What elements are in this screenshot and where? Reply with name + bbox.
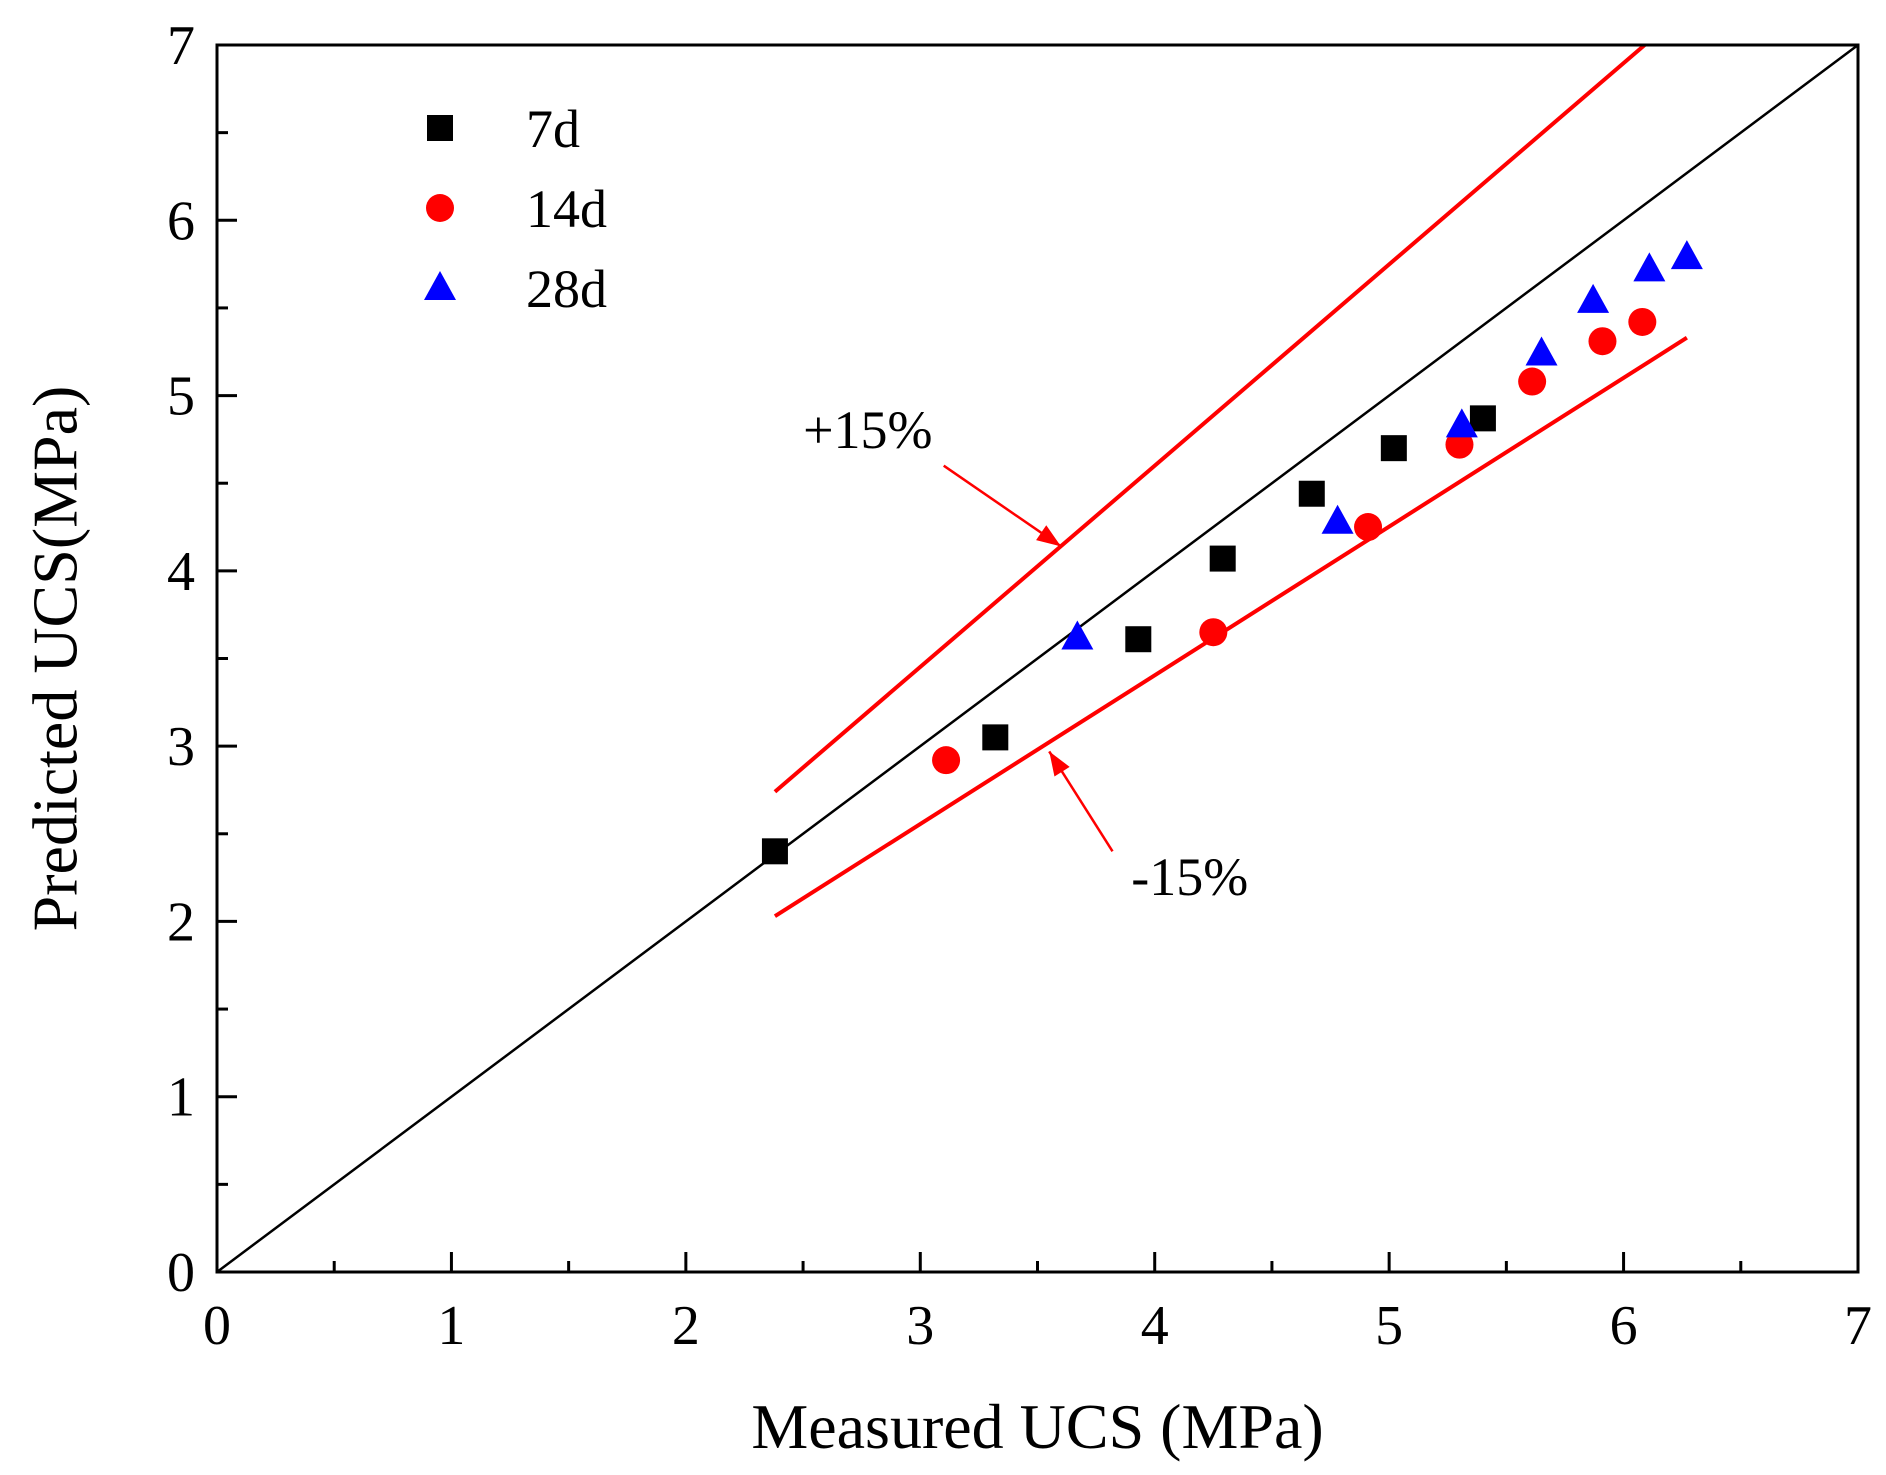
y-tick-label: 4 <box>167 541 195 603</box>
reference-line <box>773 43 1646 794</box>
reference-line <box>773 336 1688 918</box>
annotation-label: -15% <box>1131 847 1248 907</box>
reference-line <box>216 43 1859 1274</box>
data-point-14d <box>1518 367 1547 396</box>
data-point-7d <box>982 724 1009 751</box>
legend-marker-28d <box>424 271 456 300</box>
data-point-14d <box>1354 513 1383 542</box>
y-tick-label: 7 <box>167 15 195 77</box>
annotation-arrowhead <box>1049 751 1070 777</box>
x-tick-label: 6 <box>1610 1295 1638 1357</box>
x-tick-label: 3 <box>906 1295 934 1357</box>
y-tick-label: 1 <box>167 1067 195 1129</box>
data-point-14d <box>1588 327 1617 356</box>
legend-marker-7d <box>427 115 453 141</box>
reference-lines <box>216 43 1859 1274</box>
data-point-7d <box>1469 405 1496 432</box>
data-point-28d <box>1525 336 1558 366</box>
x-tick-label: 7 <box>1844 1295 1872 1357</box>
legend-label: 7d <box>526 99 580 159</box>
data-point-7d <box>1298 480 1325 507</box>
x-tick-label: 4 <box>1141 1295 1169 1357</box>
x-tick-label: 1 <box>437 1295 465 1357</box>
data-point-28d <box>1633 252 1666 282</box>
legend-marker-14d <box>426 194 454 222</box>
x-axis-title: Measured UCS (MPa) <box>751 1391 1323 1462</box>
y-tick-label: 5 <box>167 366 195 428</box>
data-point-7d <box>1209 545 1236 572</box>
data-point-28d <box>1321 504 1354 534</box>
x-tick-label: 2 <box>672 1295 700 1357</box>
data-point-7d <box>1380 435 1407 462</box>
annotation-label: +15% <box>803 400 932 460</box>
y-tick-label: 0 <box>167 1242 195 1304</box>
y-tick-label: 6 <box>167 190 195 252</box>
y-axis-title: Predicted UCS(MPa) <box>20 386 91 932</box>
ticks: 0 1 2 3 4 5 6 7 0 1 2 3 4 5 6 7 <box>167 15 1872 1357</box>
data-point-14d <box>1199 618 1228 647</box>
annotations: +15% -15% <box>803 400 1248 907</box>
x-tick-label: 0 <box>203 1295 231 1357</box>
data-point-7d <box>761 838 788 865</box>
data-point-28d <box>1670 240 1703 270</box>
y-tick-label: 2 <box>167 891 195 953</box>
data-point-28d <box>1577 283 1610 313</box>
data-point-28d <box>1445 408 1478 438</box>
data-point-14d <box>1445 430 1474 459</box>
x-tick-label: 5 <box>1375 1295 1403 1357</box>
data-point-14d <box>1628 307 1657 336</box>
legend: 7d 14d 28d <box>424 99 607 319</box>
legend-label: 14d <box>526 179 607 239</box>
legend-label: 28d <box>526 259 607 319</box>
data-point-28d <box>1061 620 1094 650</box>
y-tick-label: 3 <box>167 716 195 778</box>
data-point-7d <box>1125 626 1152 653</box>
annotation-arrowhead <box>1036 525 1061 547</box>
data-point-14d <box>932 746 961 775</box>
data-points <box>761 240 1703 865</box>
